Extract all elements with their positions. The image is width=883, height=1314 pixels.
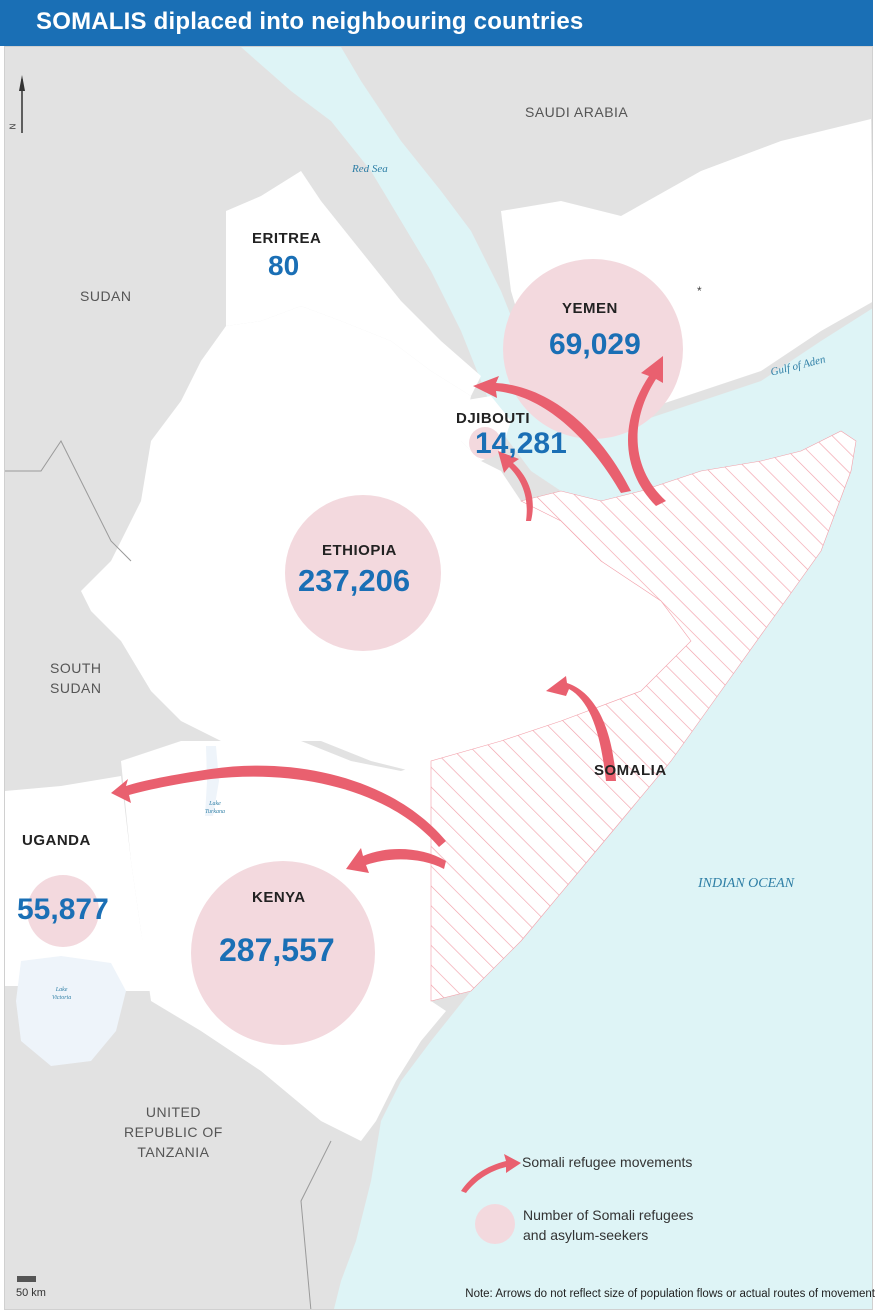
lake-victoria — [16, 956, 126, 1066]
country-label-tanzania: UNITED REPUBLIC OF TANZANIA — [124, 1104, 223, 1160]
refugee-count-yemen: 69,029 — [549, 328, 641, 361]
circle-ethiopia — [285, 495, 441, 651]
yemen-marker: * — [697, 284, 702, 298]
north-arrow-head — [19, 75, 25, 91]
indian-ocean — [334, 411, 872, 1309]
water-label-red-sea: Red Sea — [352, 163, 388, 175]
refugee-count-uganda: 55,877 — [17, 893, 109, 926]
legend-circle-icon — [475, 1204, 515, 1244]
somalia-hatch — [430, 430, 857, 1002]
country-label-south-sudan: SOUTH SUDAN — [50, 660, 102, 696]
circle-uganda — [27, 875, 99, 947]
sudan-border — [5, 440, 132, 562]
legend-arrow-label: Somali refugee movements — [522, 1154, 693, 1170]
lake-turkana — [205, 746, 219, 816]
refugee-count-eritrea: 80 — [268, 250, 300, 281]
arrow-to-uganda — [111, 765, 446, 847]
tanzania-border — [300, 1140, 332, 1309]
north-label: N — [8, 123, 18, 130]
country-label-yemen: YEMEN — [562, 300, 618, 317]
country-label-eritrea: ERITREA — [252, 230, 322, 247]
country-label-djibouti: DJIBOUTI — [456, 410, 531, 427]
legend-arrow-icon — [461, 1154, 521, 1193]
circle-kenya — [191, 861, 375, 1045]
refugee-count-ethiopia: 237,206 — [298, 563, 411, 598]
circle-yemen — [503, 259, 683, 439]
scale-bar — [17, 1276, 36, 1282]
arrow-to-djibouti-2 — [498, 451, 533, 521]
country-label-somalia: SOMALIA — [594, 762, 667, 779]
refugee-arrows — [111, 356, 666, 873]
arrow-to-kenya — [346, 848, 446, 873]
country-label-sudan: SUDAN — [80, 288, 132, 304]
refugee-count-djibouti: 14,281 — [475, 427, 567, 460]
water-label-lake-victoria: Lake Victoria — [52, 987, 72, 1001]
red-sea — [241, 47, 872, 501]
arrow-to-ethiopia — [546, 676, 616, 781]
footnote: Note: Arrows do not reflect size of popu… — [465, 1288, 875, 1300]
water-label-indian-ocean: INDIAN OCEAN — [698, 876, 795, 891]
country-label-saudi-arabia: SAUDI ARABIA — [525, 104, 629, 120]
map-title: SOMALIS diplaced into neighbouring count… — [36, 8, 584, 35]
title-bar: SOMALIS diplaced into neighbouring count… — [0, 0, 873, 46]
legend-circle-label: Number of Somali refugees and asylum-see… — [523, 1207, 694, 1243]
country-label-kenya: KENYA — [252, 889, 306, 906]
country-label-uganda: UGANDA — [22, 832, 91, 849]
map-canvas: * — [5, 47, 872, 1309]
country-label-ethiopia: ETHIOPIA — [322, 542, 397, 559]
arrow-to-yemen — [628, 356, 666, 506]
refugee-count-kenya: 287,557 — [219, 932, 335, 968]
map-frame: * — [4, 46, 873, 1310]
water-label-lake-turkana: Lake Turkana — [205, 801, 226, 815]
arrow-to-djibouti-1 — [473, 376, 631, 493]
eritrea-land — [226, 171, 481, 396]
scale-label: 50 km — [16, 1287, 46, 1299]
circle-djibouti — [469, 427, 501, 459]
